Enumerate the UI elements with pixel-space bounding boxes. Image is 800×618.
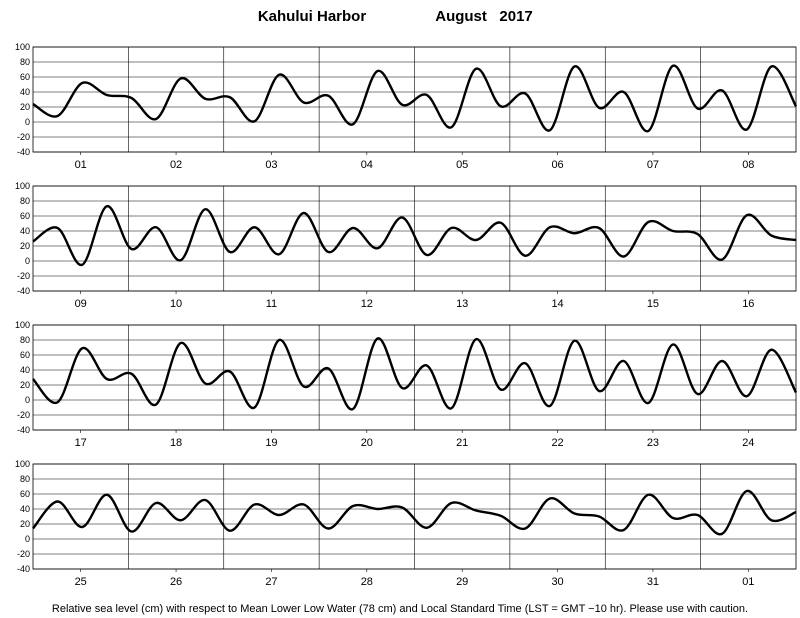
day-label: 28: [361, 576, 373, 588]
y-tick-label: 100: [15, 181, 30, 191]
panel-frame: [32, 463, 797, 570]
day-label: 12: [361, 298, 373, 310]
tide-series-line: [32, 489, 797, 536]
day-label: 24: [742, 437, 754, 449]
chart-footer-note: Relative sea level (cm) with respect to …: [52, 603, 748, 615]
y-tick-label: 0: [25, 256, 30, 266]
day-label: 25: [75, 576, 87, 588]
panel-frame: [32, 185, 797, 292]
day-label: 26: [170, 576, 182, 588]
day-label: 13: [456, 298, 468, 310]
day-label: 30: [551, 576, 563, 588]
y-tick-label: 80: [20, 474, 30, 484]
day-label: 14: [551, 298, 563, 310]
day-label: 19: [265, 437, 277, 449]
chart-title-station: Kahului Harbor: [258, 8, 367, 25]
y-tick-label: -40: [17, 425, 30, 435]
day-label: 03: [265, 159, 277, 171]
y-tick-label: 60: [20, 72, 30, 82]
y-tick-label: 60: [20, 350, 30, 360]
y-tick-label: -20: [17, 271, 30, 281]
day-label: 01: [742, 576, 754, 588]
y-tick-label: 20: [20, 241, 30, 251]
y-tick-label: -20: [17, 132, 30, 142]
day-label: 06: [551, 159, 563, 171]
day-label: 27: [265, 576, 277, 588]
y-tick-label: -40: [17, 564, 30, 574]
y-tick-label: 40: [20, 504, 30, 514]
y-tick-label: 0: [25, 534, 30, 544]
y-tick-label: -40: [17, 286, 30, 296]
day-label: 02: [170, 159, 182, 171]
y-tick-label: 80: [20, 196, 30, 206]
y-tick-label: -40: [17, 147, 30, 157]
y-tick-label: 100: [15, 459, 30, 469]
y-tick-label: 40: [20, 365, 30, 375]
day-label: 10: [170, 298, 182, 310]
day-label: 01: [75, 159, 87, 171]
day-label: 21: [456, 437, 468, 449]
tide-series-line: [32, 64, 798, 133]
day-label: 04: [361, 159, 373, 171]
y-tick-label: 80: [20, 335, 30, 345]
day-label: 31: [647, 576, 659, 588]
y-tick-label: 0: [25, 117, 30, 127]
day-label: 15: [647, 298, 659, 310]
day-label: 20: [361, 437, 373, 449]
day-label: 18: [170, 437, 182, 449]
y-tick-label: 20: [20, 380, 30, 390]
tide-series-line: [32, 205, 797, 266]
day-label: 05: [456, 159, 468, 171]
y-tick-label: 60: [20, 489, 30, 499]
day-label: 16: [742, 298, 754, 310]
y-tick-label: 60: [20, 211, 30, 221]
day-label: 11: [266, 298, 277, 310]
y-tick-label: 40: [20, 226, 30, 236]
day-label: 08: [742, 159, 754, 171]
tide-series-line: [32, 337, 798, 411]
panel-frame: [32, 46, 797, 153]
day-label: 09: [75, 298, 87, 310]
y-tick-label: 100: [15, 320, 30, 330]
y-tick-label: 20: [20, 102, 30, 112]
y-tick-label: 80: [20, 57, 30, 67]
day-label: 07: [647, 159, 659, 171]
day-label: 29: [456, 576, 468, 588]
y-tick-label: -20: [17, 410, 30, 420]
y-tick-label: -20: [17, 549, 30, 559]
y-tick-label: 100: [15, 42, 30, 52]
day-label: 17: [75, 437, 87, 449]
day-label: 23: [647, 437, 659, 449]
day-label: 22: [551, 437, 563, 449]
panel-frame: [32, 324, 797, 431]
y-tick-label: 20: [20, 519, 30, 529]
chart-title-period: August 2017: [435, 8, 533, 25]
y-tick-label: 0: [25, 395, 30, 405]
y-tick-label: 40: [20, 87, 30, 97]
